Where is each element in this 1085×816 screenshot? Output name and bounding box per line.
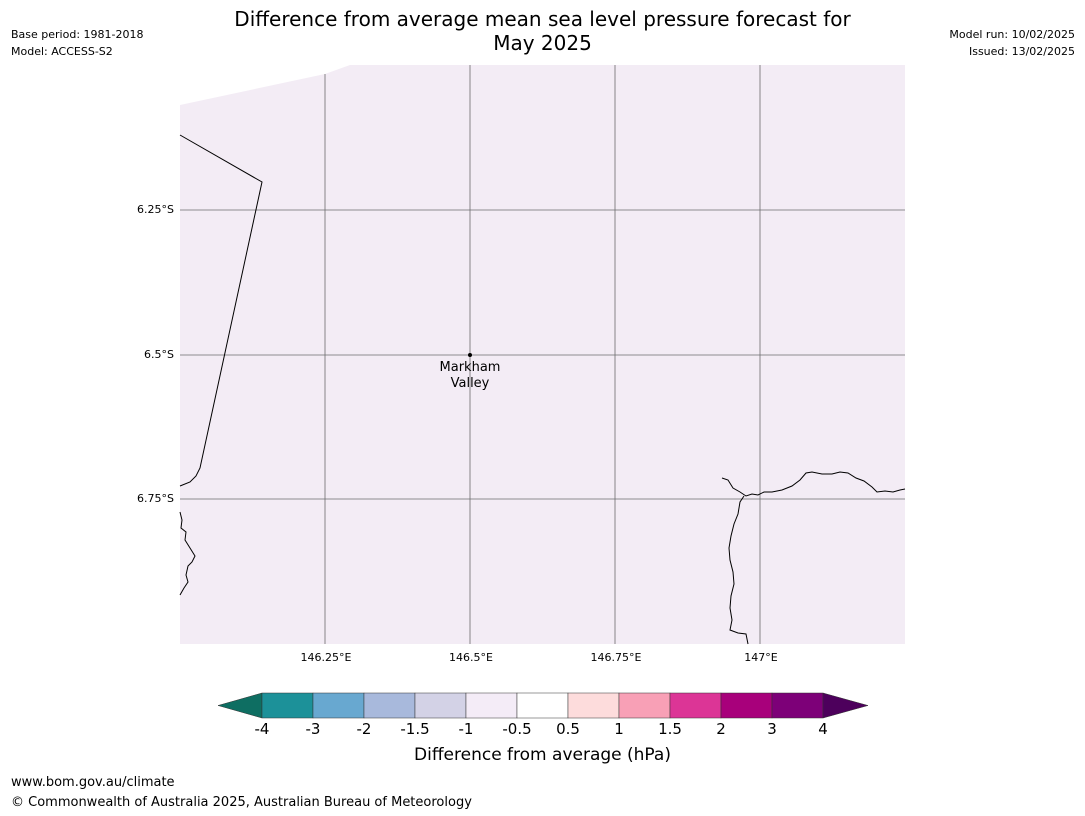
- map-metadata-left: Base period: 1981-2018 Model: ACCESS-S2: [11, 26, 143, 60]
- colorbar-tick-label: -2: [356, 720, 372, 738]
- colorbar-swatch: [669, 692, 722, 719]
- footer-copyright: © Commonwealth of Australia 2025, Austra…: [11, 795, 472, 810]
- lon-tick-label: 146.75°E: [590, 651, 642, 664]
- colorbar-extend-low: [217, 692, 263, 719]
- colorbar-swatch: [465, 692, 518, 719]
- colorbar-swatch: [771, 692, 824, 719]
- colorbar-tick-label: -3: [305, 720, 321, 738]
- colorbar-swatch: [720, 692, 773, 719]
- model-name: Model: ACCESS-S2: [11, 45, 113, 58]
- issued-date: Issued: 13/02/2025: [968, 45, 1075, 58]
- lat-tick-label: 6.5°S: [144, 348, 174, 361]
- colorbar-swatch: [516, 692, 569, 719]
- coastline-southwest: [179, 511, 196, 596]
- border-line-west: [179, 134, 263, 487]
- colorbar-tick-label: 1: [614, 720, 624, 738]
- colorbar-tick-label: 0.5: [556, 720, 580, 738]
- lat-tick-label: 6.25°S: [137, 203, 174, 216]
- colorbar-swatch: [261, 692, 314, 719]
- colorbar-tick-label: -0.5: [502, 720, 532, 738]
- colorbar-tick-label: 3: [767, 720, 777, 738]
- model-run-date: Model run: 10/02/2025: [949, 28, 1075, 41]
- place-marker-dot: [468, 353, 472, 357]
- place-name-line-2: Valley: [450, 376, 490, 391]
- map-metadata-right: Model run: 10/02/2025 Issued: 13/02/2025: [949, 26, 1075, 60]
- colorbar-title: Difference from average (hPa): [414, 745, 671, 765]
- map-fill-area: [180, 65, 905, 644]
- map-title: Difference from average mean sea level p…: [200, 7, 885, 55]
- colorbar-tick-label: 2: [716, 720, 726, 738]
- lat-tick-label: 6.75°S: [137, 492, 174, 505]
- river-line-southeast: [728, 495, 749, 645]
- colorbar-tick-label: -1: [458, 720, 474, 738]
- footer-url: www.bom.gov.au/climate: [11, 775, 175, 790]
- colorbar-swatch: [567, 692, 620, 719]
- colorbar: [217, 692, 869, 719]
- title-line-2: May 2025: [493, 31, 592, 55]
- colorbar-tick-label: 4: [818, 720, 828, 738]
- colorbar-extend-high: [822, 692, 869, 719]
- place-label: Markham Valley: [420, 360, 520, 392]
- colorbar-swatch: [414, 692, 467, 719]
- title-line-1: Difference from average mean sea level p…: [234, 7, 851, 31]
- coastline-southeast: [721, 471, 906, 497]
- colorbar-tick-label: -4: [254, 720, 270, 738]
- gridlines: [180, 65, 905, 644]
- colorbar-tick-label: 1.5: [658, 720, 682, 738]
- lon-tick-label: 146.5°E: [449, 651, 493, 664]
- colorbar-tick-label: -1.5: [400, 720, 430, 738]
- coastlines: [179, 134, 906, 645]
- base-period: Base period: 1981-2018: [11, 28, 144, 41]
- lon-tick-label: 146.25°E: [300, 651, 352, 664]
- colorbar-swatch: [363, 692, 416, 719]
- colorbar-swatch: [312, 692, 365, 719]
- place-name-line-1: Markham: [439, 360, 501, 375]
- colorbar-swatch: [618, 692, 671, 719]
- lon-tick-label: 147°E: [744, 651, 778, 664]
